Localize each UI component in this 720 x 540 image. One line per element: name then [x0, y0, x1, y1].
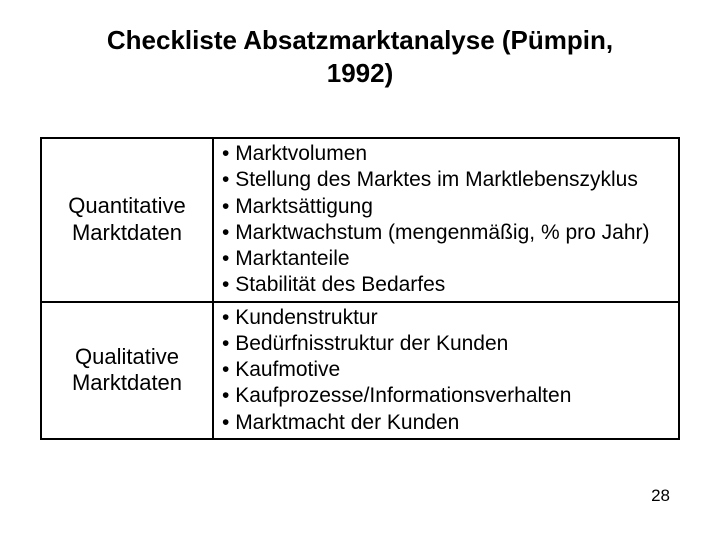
- list-item: Kundenstruktur: [222, 305, 672, 331]
- row-label-qualitative: Qualitative Marktdaten: [42, 301, 214, 438]
- page-number: 28: [651, 486, 670, 506]
- list-item: Kaufprozesse/Informationsverhalten: [222, 383, 672, 409]
- list-item: Stellung des Marktes im Marktlebenszyklu…: [222, 167, 672, 193]
- list-item: Marktsättigung: [222, 194, 672, 220]
- list-item: Marktanteile: [222, 246, 672, 272]
- list-item: Marktwachstum (mengenmäßig, % pro Jahr): [222, 220, 672, 246]
- list-item: Kaufmotive: [222, 357, 672, 383]
- checklist-table: Quantitative Marktdaten Marktvolumen Ste…: [40, 137, 680, 440]
- slide: Checkliste Absatzmarktanalyse (Pümpin, 1…: [0, 0, 720, 540]
- list-item: Marktmacht der Kunden: [222, 410, 672, 436]
- slide-title: Checkliste Absatzmarktanalyse (Pümpin, 1…: [80, 24, 640, 89]
- row-label-quantitative: Quantitative Marktdaten: [42, 139, 214, 301]
- list-item: Marktvolumen: [222, 141, 672, 167]
- list-item: Bedürfnisstruktur der Kunden: [222, 331, 672, 357]
- table-row: Qualitative Marktdaten Kundenstruktur Be…: [42, 301, 678, 438]
- list-item: Stabilität des Bedarfes: [222, 272, 672, 298]
- row-items-qualitative: Kundenstruktur Bedürfnisstruktur der Kun…: [214, 301, 678, 438]
- row-items-quantitative: Marktvolumen Stellung des Marktes im Mar…: [214, 139, 678, 301]
- table-row: Quantitative Marktdaten Marktvolumen Ste…: [42, 139, 678, 301]
